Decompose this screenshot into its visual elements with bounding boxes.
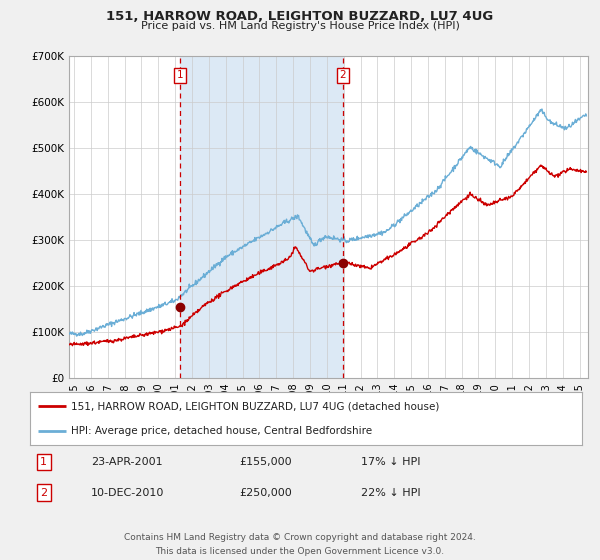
Text: 2: 2: [340, 71, 346, 81]
Text: HPI: Average price, detached house, Central Bedfordshire: HPI: Average price, detached house, Cent…: [71, 426, 373, 436]
Text: £250,000: £250,000: [240, 488, 293, 498]
Text: 2: 2: [40, 488, 47, 498]
Text: 17% ↓ HPI: 17% ↓ HPI: [361, 457, 421, 467]
Text: 1: 1: [40, 457, 47, 467]
Text: £155,000: £155,000: [240, 457, 292, 467]
Text: 23-APR-2001: 23-APR-2001: [91, 457, 163, 467]
Text: Price paid vs. HM Land Registry's House Price Index (HPI): Price paid vs. HM Land Registry's House …: [140, 21, 460, 31]
Text: 151, HARROW ROAD, LEIGHTON BUZZARD, LU7 4UG: 151, HARROW ROAD, LEIGHTON BUZZARD, LU7 …: [106, 10, 494, 23]
Bar: [181, 56, 343, 378]
Text: 151, HARROW ROAD, LEIGHTON BUZZARD, LU7 4UG (detached house): 151, HARROW ROAD, LEIGHTON BUZZARD, LU7 …: [71, 402, 440, 412]
Text: 10-DEC-2010: 10-DEC-2010: [91, 488, 164, 498]
Text: 1: 1: [177, 71, 184, 81]
Text: Contains HM Land Registry data © Crown copyright and database right 2024.: Contains HM Land Registry data © Crown c…: [124, 533, 476, 542]
Text: 22% ↓ HPI: 22% ↓ HPI: [361, 488, 421, 498]
Text: This data is licensed under the Open Government Licence v3.0.: This data is licensed under the Open Gov…: [155, 547, 445, 556]
